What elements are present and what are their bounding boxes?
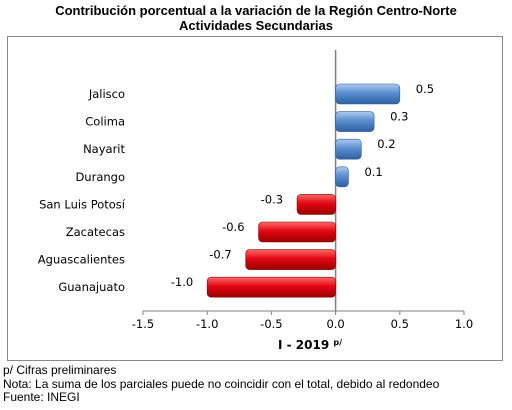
chart-title: Contribución porcentual a la variación d… — [55, 3, 457, 18]
category-label: San Luis Potosí — [39, 197, 126, 211]
x-tick-label: -0.5 — [260, 317, 282, 331]
chart-subtitle: Actividades Secundarias — [179, 18, 333, 33]
x-tick-label: 0.5 — [391, 317, 409, 331]
data-label: -0.3 — [261, 192, 283, 206]
data-label: 0.5 — [416, 82, 434, 96]
footnotes: p/ Cifras preliminares Nota: La suma de … — [3, 363, 440, 405]
category-label: Durango — [75, 170, 125, 184]
category-label: Guanajuato — [58, 280, 125, 294]
x-tick-label: 0.0 — [326, 317, 344, 331]
bar — [335, 111, 375, 132]
bar — [206, 276, 336, 298]
category-label: Nayarit — [83, 142, 125, 156]
x-tick-label: -1.5 — [132, 317, 154, 331]
footnote-preliminary: p/ Cifras preliminares — [3, 363, 117, 377]
footnote-source: Fuente: INEGI — [3, 390, 80, 404]
bar — [258, 221, 336, 243]
data-label: -0.7 — [209, 248, 231, 262]
data-label: -1.0 — [171, 275, 193, 289]
bar — [335, 83, 401, 105]
data-label: 0.3 — [390, 110, 408, 124]
category-label: Zacatecas — [66, 225, 125, 239]
x-tick-label: -1.0 — [196, 317, 218, 331]
data-label: 0.2 — [377, 137, 395, 151]
category-label: Jalisco — [88, 87, 125, 101]
x-axis-title-superscript: p/ — [333, 338, 342, 347]
data-label: -0.6 — [222, 220, 244, 234]
category-label: Colima — [85, 115, 125, 129]
category-label: Aguascalientes — [38, 253, 125, 267]
bar — [335, 138, 362, 160]
x-tick-label: 1.0 — [455, 317, 473, 331]
bar — [245, 249, 336, 270]
chart-frame — [7, 36, 503, 361]
bar-chart: -1.5 -1.0 -0.5 0.0 0.5 1.0 I - 2019 p/ Jalisco… — [38, 50, 473, 352]
bar — [296, 194, 336, 215]
footnote-rounding: Nota: La suma de los parciales puede no … — [3, 376, 440, 391]
x-axis-title: I - 2019 p/ — [278, 338, 342, 352]
data-label: 0.1 — [364, 165, 382, 179]
bar — [335, 166, 349, 188]
